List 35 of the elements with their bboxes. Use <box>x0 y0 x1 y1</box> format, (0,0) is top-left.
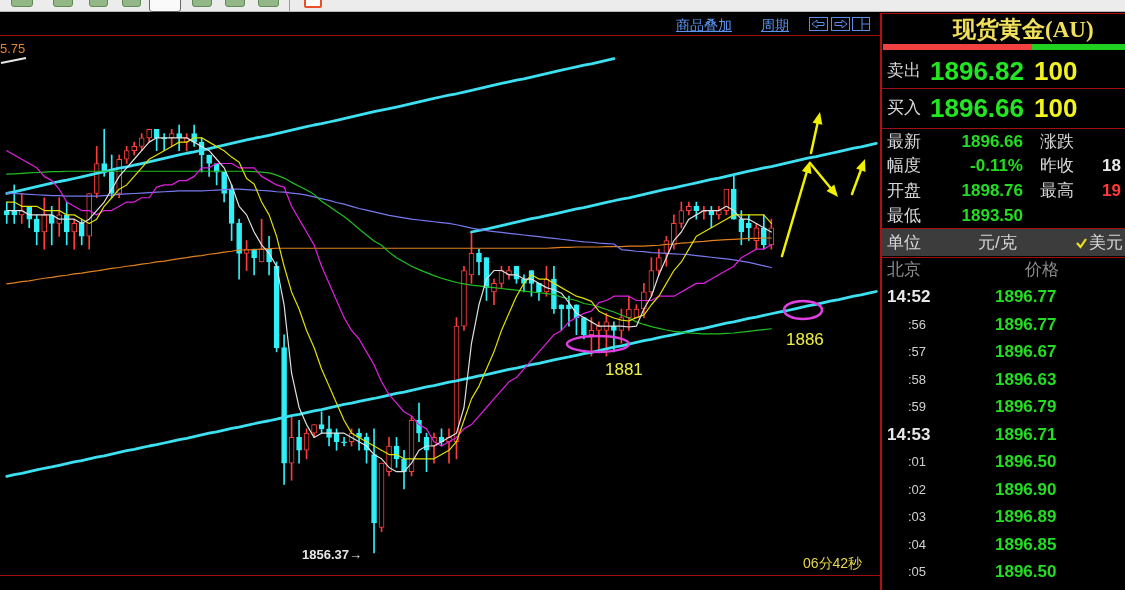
text: 14:52 :56 :57 :58 :59 14:53 :01 :02 :03 :04 :05 <box>887 287 931 580</box>
text: 1896.66 <box>930 93 1024 125</box>
annotation: 1856.37→ <box>302 547 362 563</box>
text: 卖出 <box>887 60 921 82</box>
text: 美元 <box>1089 232 1123 254</box>
text: 现货黄金(AU) <box>953 16 1094 44</box>
text: 19 <box>1102 180 1121 202</box>
text: -0.11% <box>970 155 1023 177</box>
text: 幅度 <box>887 155 921 177</box>
text: 价格 <box>1025 259 1059 281</box>
text: 最低 <box>887 205 921 227</box>
text: 周期 <box>761 16 789 34</box>
candlestick <box>341 437 347 447</box>
text: 买入 <box>887 97 921 119</box>
text: 元/克 <box>978 232 1017 254</box>
text: 最高 <box>1040 180 1074 202</box>
text: 1896.82 <box>930 56 1024 88</box>
text: 北京 <box>887 259 921 281</box>
text: 06分42秒 <box>803 554 863 572</box>
annotation: 1881 <box>605 359 643 381</box>
text: 100 <box>1034 93 1078 125</box>
text: 1893.50 <box>961 205 1023 227</box>
text: 1896.77 1896.77 1896.67 1896.63 1896.79 1896.71 1896.50 1896.90 1896.89 1896.85 1896.50 <box>995 287 1057 582</box>
text: 5.75 <box>0 41 26 57</box>
text: 18 <box>1102 155 1121 177</box>
text: 昨收 <box>1040 155 1074 177</box>
text: 1898.76 <box>961 180 1023 202</box>
text: 开盘 <box>887 180 921 202</box>
text: 100 <box>1034 56 1078 88</box>
text: 1896.66 <box>961 131 1023 153</box>
text: 涨跌 <box>1040 131 1074 153</box>
text: 单位 <box>887 232 921 254</box>
text: 最新 <box>887 131 921 153</box>
annotation: 1886 <box>786 329 824 351</box>
text: 商品叠加 <box>676 16 732 34</box>
